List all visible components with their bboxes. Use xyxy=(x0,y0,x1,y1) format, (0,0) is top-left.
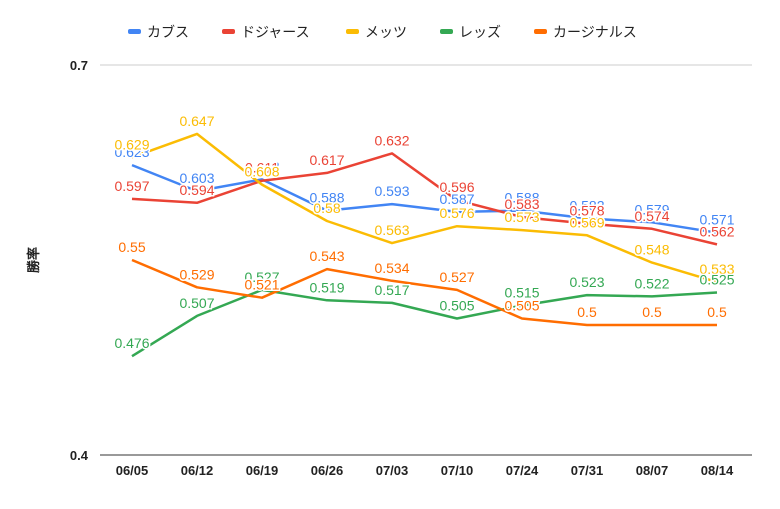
legend-item: レッズ xyxy=(440,24,501,40)
data-label: 0.519 xyxy=(309,279,344,295)
legend-label: ドジャース xyxy=(241,24,310,40)
data-label: 0.588 xyxy=(309,190,344,206)
data-label: 0.476 xyxy=(114,335,149,351)
data-label: 0.563 xyxy=(374,222,409,238)
data-label: 0.522 xyxy=(634,275,669,291)
legend-swatch xyxy=(346,29,359,34)
data-labels: 0.623 0.603 0.612 0.588 0.593 0.587 0.588 0.582… xyxy=(113,111,736,352)
x-tick-label: 06/12 xyxy=(181,463,214,478)
data-label: 0.596 xyxy=(439,179,474,195)
y-tick-label: 0.4 xyxy=(70,448,89,463)
y-axis-title: 勝率 xyxy=(26,247,41,273)
data-label: 0.593 xyxy=(374,183,409,199)
data-label: 0.521 xyxy=(244,277,279,293)
data-label: 0.515 xyxy=(504,285,539,301)
x-tick-label: 08/14 xyxy=(701,463,734,478)
data-label: 0.611 xyxy=(245,160,279,176)
chart-gridlines xyxy=(100,64,752,456)
data-label: 0.647 xyxy=(179,113,214,129)
data-label: 0.578 xyxy=(569,203,604,219)
data-label: 0.527 xyxy=(244,269,279,285)
data-label: 0.582 xyxy=(569,197,604,213)
x-tick-label: 08/07 xyxy=(636,463,669,478)
data-label: 0.579 xyxy=(634,201,669,217)
series-line xyxy=(131,132,718,284)
legend-swatch xyxy=(440,29,453,34)
legend-swatch xyxy=(128,29,141,34)
data-label: 0.597 xyxy=(114,178,149,194)
x-tick-label: 07/10 xyxy=(441,463,474,478)
data-label: 0.5 xyxy=(577,304,597,320)
legend-swatch xyxy=(222,29,235,34)
data-label: 0.525 xyxy=(699,272,734,288)
data-label: 0.629 xyxy=(114,136,149,152)
series-line xyxy=(131,163,718,234)
data-label: 0.612 xyxy=(244,158,279,174)
data-label: 0.608 xyxy=(244,164,279,180)
legend-swatch xyxy=(534,29,547,34)
x-tick-label: 06/19 xyxy=(246,463,279,478)
data-label: 0.507 xyxy=(179,295,214,311)
data-label: 0.603 xyxy=(179,170,214,186)
data-label: 0.548 xyxy=(634,242,669,258)
series-lines xyxy=(131,132,718,358)
legend-item: カージナルス xyxy=(534,24,637,40)
data-label: 0.576 xyxy=(439,205,474,221)
chart-legend: カブス ドジャース メッツ レッズ カージナルス xyxy=(128,24,637,40)
legend-item: メッツ xyxy=(346,24,407,40)
data-label: 0.505 xyxy=(504,298,539,314)
series-line xyxy=(131,288,718,358)
y-axis: 0.4 0.7 勝率 xyxy=(26,58,89,463)
data-label: 0.623 xyxy=(114,144,149,160)
legend-label: メッツ xyxy=(365,24,407,40)
x-tick-label: 07/24 xyxy=(506,463,539,478)
data-label: 0.517 xyxy=(374,282,409,298)
legend-label: カージナルス xyxy=(553,24,637,40)
legend-item: カブス xyxy=(128,24,189,40)
data-label: 0.562 xyxy=(699,223,734,239)
data-label: 0.594 xyxy=(179,182,214,198)
x-tick-label: 07/31 xyxy=(571,463,604,478)
series-line xyxy=(131,258,717,327)
data-label: 0.632 xyxy=(374,132,409,148)
x-axis: 06/05 06/12 06/19 06/26 07/03 07/10 07/24 07/31… xyxy=(116,463,734,478)
legend-item: ドジャース xyxy=(222,24,310,40)
data-label: 0.543 xyxy=(309,248,344,264)
data-label: 0.5 xyxy=(642,304,662,320)
data-label: 0.5 xyxy=(707,304,727,320)
x-tick-label: 06/26 xyxy=(311,463,344,478)
data-label: 0.583 xyxy=(504,196,539,212)
legend-label: カブス xyxy=(147,24,189,40)
data-label: 0.571 xyxy=(699,212,734,228)
data-label: 0.569 xyxy=(569,214,604,230)
data-label: 0.523 xyxy=(569,274,604,290)
data-label: 0.574 xyxy=(634,208,669,224)
data-label: 0.534 xyxy=(374,260,409,276)
data-label: 0.533 xyxy=(699,261,734,277)
x-tick-label: 07/03 xyxy=(376,463,409,478)
data-label: 0.527 xyxy=(439,269,474,285)
x-tick-label: 06/05 xyxy=(116,463,149,478)
legend-label: レッズ xyxy=(459,24,501,40)
data-label: 0.587 xyxy=(439,191,474,207)
series-line xyxy=(131,152,718,246)
data-label: 0.505 xyxy=(439,298,474,314)
data-label: 0.617 xyxy=(309,152,344,168)
data-label: 0.529 xyxy=(179,266,214,282)
data-label: 0.58 xyxy=(313,200,340,216)
data-label: 0.573 xyxy=(504,209,539,225)
data-label: 0.588 xyxy=(504,190,539,206)
y-tick-label: 0.7 xyxy=(70,58,88,73)
data-label: 0.55 xyxy=(118,239,145,255)
